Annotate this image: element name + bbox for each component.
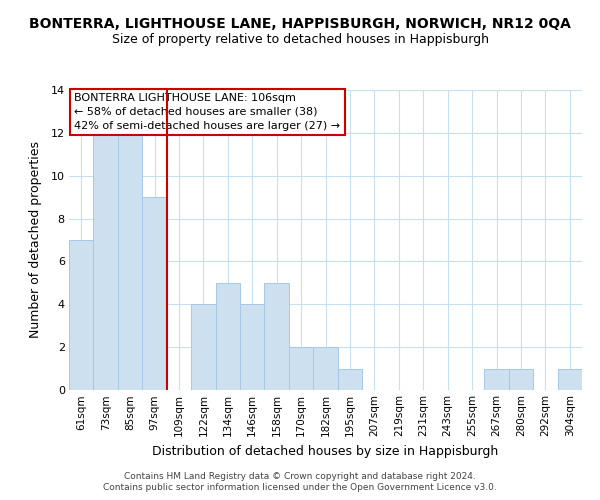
Bar: [118, 133, 142, 390]
Bar: [289, 347, 313, 390]
Bar: [338, 368, 362, 390]
Bar: [484, 368, 509, 390]
Bar: [265, 283, 289, 390]
X-axis label: Distribution of detached houses by size in Happisburgh: Distribution of detached houses by size …: [152, 444, 499, 458]
Text: Size of property relative to detached houses in Happisburgh: Size of property relative to detached ho…: [112, 32, 488, 46]
Text: BONTERRA LIGHTHOUSE LANE: 106sqm
← 58% of detached houses are smaller (38)
42% o: BONTERRA LIGHTHOUSE LANE: 106sqm ← 58% o…: [74, 93, 340, 131]
Bar: [215, 283, 240, 390]
Bar: [69, 240, 94, 390]
Bar: [313, 347, 338, 390]
Text: BONTERRA, LIGHTHOUSE LANE, HAPPISBURGH, NORWICH, NR12 0QA: BONTERRA, LIGHTHOUSE LANE, HAPPISBURGH, …: [29, 18, 571, 32]
Bar: [509, 368, 533, 390]
Bar: [240, 304, 265, 390]
Bar: [557, 368, 582, 390]
Bar: [191, 304, 215, 390]
Y-axis label: Number of detached properties: Number of detached properties: [29, 142, 43, 338]
Text: Contains HM Land Registry data © Crown copyright and database right 2024.
Contai: Contains HM Land Registry data © Crown c…: [103, 472, 497, 492]
Bar: [94, 133, 118, 390]
Bar: [142, 197, 167, 390]
